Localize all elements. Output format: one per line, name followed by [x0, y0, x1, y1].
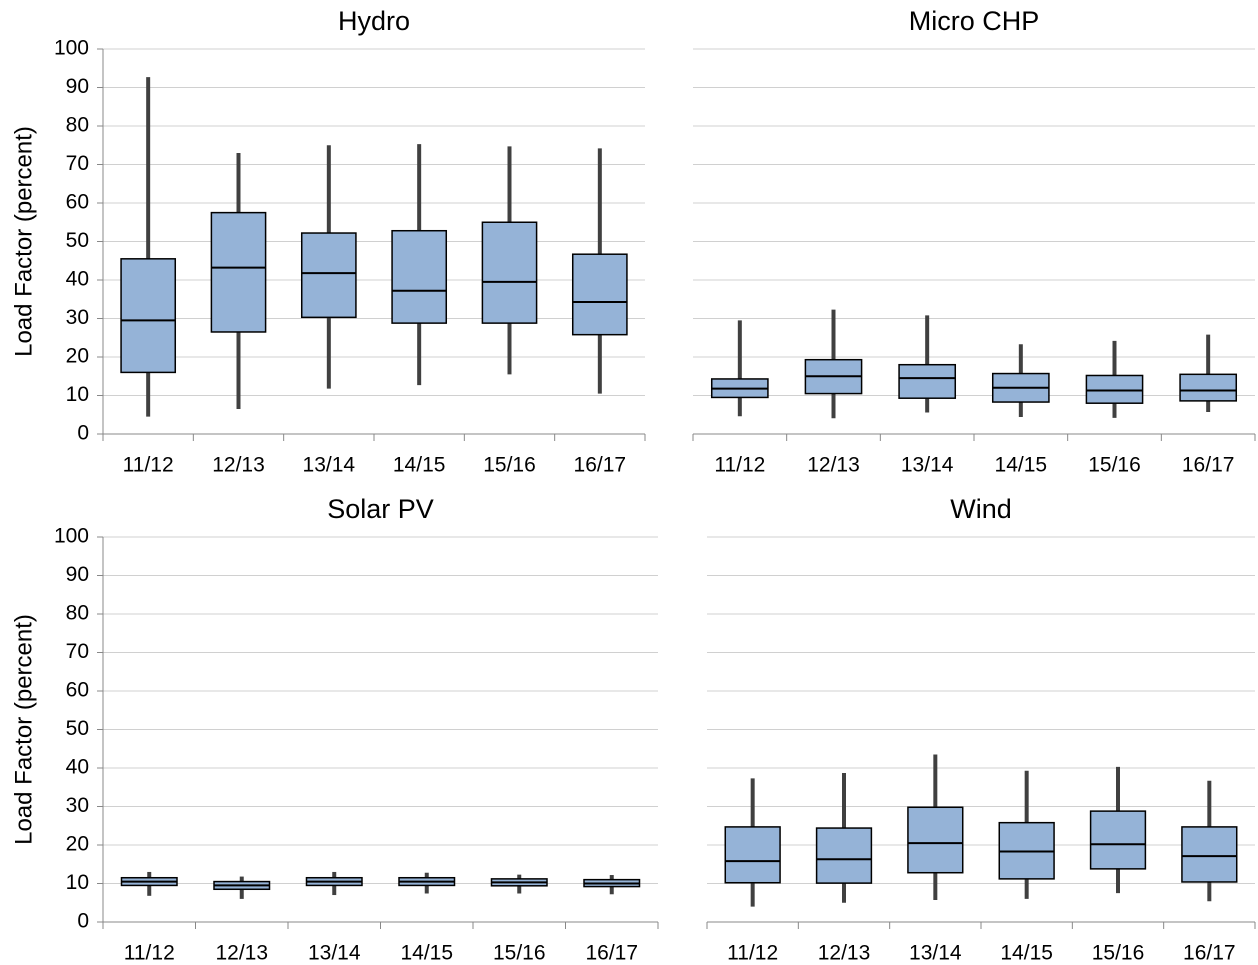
y-tick-label: 40 — [66, 268, 89, 291]
x-tick-label: 14/15 — [995, 454, 1048, 477]
x-tick-label: 14/15 — [400, 942, 453, 965]
box — [1181, 826, 1238, 883]
x-tick-label: 12/13 — [818, 942, 871, 965]
y-tick-label: 30 — [66, 794, 89, 817]
x-tick-label: 13/14 — [303, 454, 356, 477]
y-tick-label: 100 — [54, 37, 89, 60]
y-axis-label: Load Factor (percent) — [10, 614, 37, 845]
y-tick-label: 50 — [66, 717, 89, 740]
x-tick-label: 12/13 — [212, 454, 265, 477]
y-tick-label: 30 — [66, 306, 89, 329]
x-tick-label: 13/14 — [901, 454, 954, 477]
x-tick-label: 16/17 — [1182, 454, 1235, 477]
x-tick-label: 11/12 — [727, 942, 778, 965]
x-tick-label: 16/17 — [574, 454, 627, 477]
x-tick-label: 11/12 — [714, 454, 765, 477]
x-tick-label: 14/15 — [393, 454, 446, 477]
box — [210, 211, 267, 333]
y-tick-label: 60 — [66, 679, 89, 702]
x-tick-label: 15/16 — [493, 942, 546, 965]
x-tick-label: 14/15 — [1000, 942, 1053, 965]
box — [815, 827, 873, 884]
box — [907, 806, 964, 874]
box — [391, 229, 448, 324]
box — [1089, 810, 1147, 870]
y-tick-label: 40 — [66, 756, 89, 779]
box — [571, 253, 628, 336]
x-tick-label: 12/13 — [215, 942, 268, 965]
y-tick-label: 60 — [66, 191, 89, 214]
chart-title: Wind — [950, 494, 1012, 524]
box — [724, 826, 781, 884]
y-tick-label: 90 — [66, 75, 89, 98]
x-tick-label: 11/12 — [124, 942, 175, 965]
y-tick-label: 100 — [54, 525, 89, 548]
x-tick-label: 15/16 — [1092, 942, 1145, 965]
y-tick-label: 20 — [66, 833, 89, 856]
box — [898, 363, 957, 399]
box — [300, 232, 357, 319]
y-tick-label: 50 — [66, 229, 89, 252]
chart-title: Solar PV — [327, 494, 434, 524]
chart-title: Hydro — [338, 6, 410, 36]
x-tick-label: 13/14 — [909, 942, 962, 965]
box — [1179, 373, 1238, 402]
y-tick-label: 10 — [66, 871, 89, 894]
y-tick-label: 20 — [66, 345, 89, 368]
x-tick-label: 11/12 — [123, 454, 174, 477]
y-tick-label: 70 — [66, 152, 89, 175]
box — [481, 221, 538, 324]
box — [120, 258, 177, 374]
x-tick-label: 16/17 — [1183, 942, 1236, 965]
x-tick-label: 13/14 — [308, 942, 361, 965]
y-tick-label: 70 — [66, 640, 89, 663]
y-tick-label: 90 — [66, 563, 89, 586]
y-tick-label: 80 — [66, 602, 89, 625]
y-tick-label: 0 — [77, 422, 89, 445]
x-tick-label: 15/16 — [483, 454, 536, 477]
y-tick-label: 0 — [77, 910, 89, 933]
box — [1085, 374, 1144, 404]
x-tick-label: 12/13 — [807, 454, 860, 477]
x-tick-label: 15/16 — [1088, 454, 1141, 477]
x-tick-label: 16/17 — [585, 942, 638, 965]
y-axis-label: Load Factor (percent) — [10, 126, 37, 357]
chart-title: Micro CHP — [909, 6, 1040, 36]
y-tick-label: 80 — [66, 114, 89, 137]
y-tick-label: 10 — [66, 383, 89, 406]
